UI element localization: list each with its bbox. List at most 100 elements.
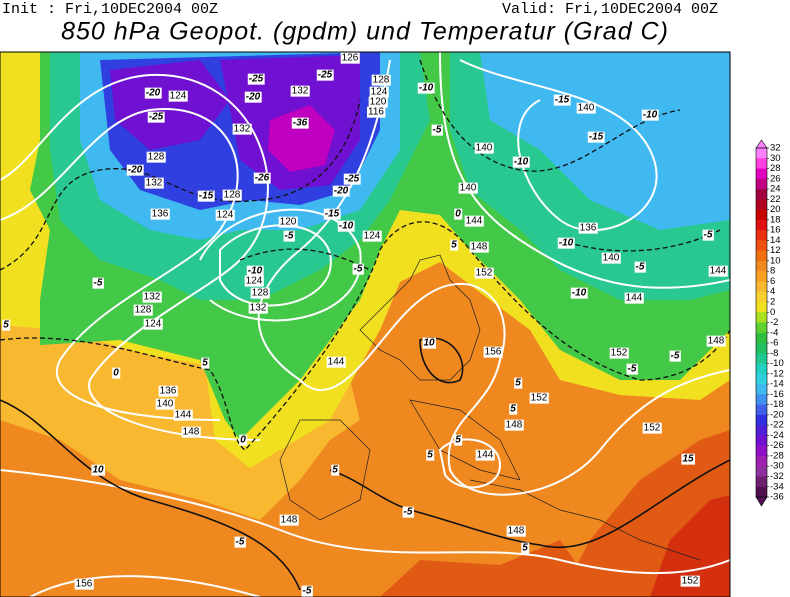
height-label: 116 [368, 107, 384, 118]
colorbar-label: -30 [770, 461, 784, 472]
colorbar-bin [756, 476, 767, 488]
colorbar-bin [756, 466, 767, 477]
colorbar-label: 2 [770, 296, 775, 307]
temperature-label-box [244, 91, 262, 103]
height-label: 124 [246, 276, 263, 287]
temperature-label-box [343, 173, 361, 185]
temperature-label-box [247, 73, 265, 85]
height-label: 128 [252, 288, 269, 299]
height-label-box [458, 182, 478, 194]
temperature-label-box [553, 94, 571, 106]
height-label-box [624, 292, 644, 304]
colorbar-label: -20 [770, 409, 784, 420]
temperature-label: 5 [455, 435, 461, 446]
height-label: 152 [611, 348, 628, 359]
map-frame [0, 51, 731, 597]
height-label-box [248, 302, 268, 314]
colorbar-label: -34 [770, 481, 784, 492]
height-label-box [609, 347, 629, 359]
temperature-label: 5 [451, 240, 457, 251]
colorbar: 32302826242220181614121086420-2-4-6-8-10… [755, 139, 784, 507]
temperature-label: -5 [636, 262, 645, 273]
colorbar-label: 6 [770, 276, 775, 287]
temperature-label: -10 [514, 157, 529, 168]
colorbar-label: 18 [770, 214, 781, 225]
colorbar-label: 12 [770, 245, 781, 256]
height-label-box [244, 275, 264, 287]
temperature-label-box [512, 156, 530, 168]
temperature-contour [0, 399, 730, 591]
temperature-label-box [291, 117, 309, 129]
temperature-label: -5 [628, 364, 637, 375]
colorbar-bin [756, 384, 767, 395]
colorbar-bin [756, 435, 767, 446]
height-label: 120 [370, 97, 387, 108]
height-label: 124 [371, 87, 388, 98]
temperature-label-box [454, 434, 463, 446]
height-label: 144 [328, 357, 345, 368]
height-label-box [368, 96, 388, 108]
temperature-label: -5 [704, 230, 713, 241]
hot-field [380, 430, 730, 597]
temperature-label: -5 [236, 537, 245, 548]
height-label-box [168, 90, 188, 102]
temperature-label-box [352, 263, 364, 275]
temperature-label-box [669, 350, 681, 362]
colorbar-bin [756, 322, 767, 334]
height-label: 120 [280, 217, 297, 228]
temperature-label-box [570, 287, 588, 299]
height-contour [0, 108, 239, 421]
height-label: 140 [578, 103, 595, 114]
temperature-label-box [450, 239, 459, 251]
temperature-label: -25 [149, 112, 164, 123]
temperature-label: -10 [419, 83, 434, 94]
temperature-label-box [557, 237, 575, 249]
height-contour [29, 575, 261, 597]
height-contour [257, 59, 730, 496]
colorbar-label: -26 [770, 440, 784, 451]
height-label-box [371, 74, 391, 86]
height-label-box [232, 123, 252, 135]
temperature-label-box [337, 220, 355, 232]
polar-core [268, 105, 335, 172]
temperature-label-box [509, 403, 518, 415]
height-label: 132 [292, 86, 309, 97]
colorbar-label: 30 [770, 153, 781, 164]
height-label: 128 [135, 305, 152, 316]
temperature-label: -20 [246, 92, 261, 103]
temperature-label-box [283, 230, 295, 242]
temperature-label-box [422, 337, 436, 349]
height-label: 136 [160, 386, 177, 397]
temperature-label: -5 [671, 351, 680, 362]
temperature-label: -5 [404, 507, 413, 518]
temperature-label: 5 [522, 543, 528, 554]
temperature-label-box [301, 585, 313, 597]
temperature-label: -10 [572, 288, 587, 299]
temperature-label: -25 [318, 70, 333, 81]
colorbar-bin [756, 178, 767, 190]
height-label: 156 [485, 347, 502, 358]
colorbar-label: 32 [770, 143, 781, 154]
temperature-label-box [587, 131, 605, 143]
height-label-box [290, 85, 310, 97]
height-label-box [369, 86, 389, 98]
height-label-box [506, 525, 526, 537]
temperature-label: -15 [199, 191, 214, 202]
colorbar-bin [756, 199, 767, 210]
temperature-label-box [144, 87, 162, 99]
height-label: 128 [148, 152, 165, 163]
colorbar-arrow-top [755, 139, 768, 149]
colorbar-label: -14 [770, 379, 784, 390]
height-label: 144 [175, 410, 192, 421]
height-label: 132 [144, 292, 161, 303]
colorbar-label: -10 [770, 358, 784, 369]
temperature-label-box [2, 319, 11, 331]
colorbar-label: -32 [770, 471, 784, 482]
temperature-label: 0 [113, 368, 119, 379]
colorbar-label: 0 [770, 307, 775, 318]
colorbar-label: 14 [770, 235, 781, 246]
colorbar-bin [756, 312, 767, 323]
height-label-box [708, 265, 728, 277]
coastline [279, 254, 701, 561]
